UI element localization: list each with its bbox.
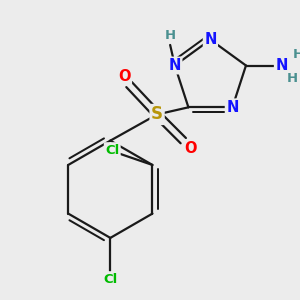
Text: O: O bbox=[184, 141, 197, 156]
Text: Cl: Cl bbox=[105, 143, 119, 157]
Text: H: H bbox=[165, 29, 176, 42]
Text: N: N bbox=[226, 100, 238, 115]
Text: Cl: Cl bbox=[103, 272, 118, 286]
Text: N: N bbox=[169, 58, 181, 73]
Text: N: N bbox=[275, 58, 288, 73]
Text: S: S bbox=[151, 106, 163, 124]
Text: O: O bbox=[118, 69, 130, 84]
Text: H: H bbox=[287, 72, 298, 85]
Text: H: H bbox=[293, 48, 300, 61]
Text: N: N bbox=[204, 32, 217, 47]
